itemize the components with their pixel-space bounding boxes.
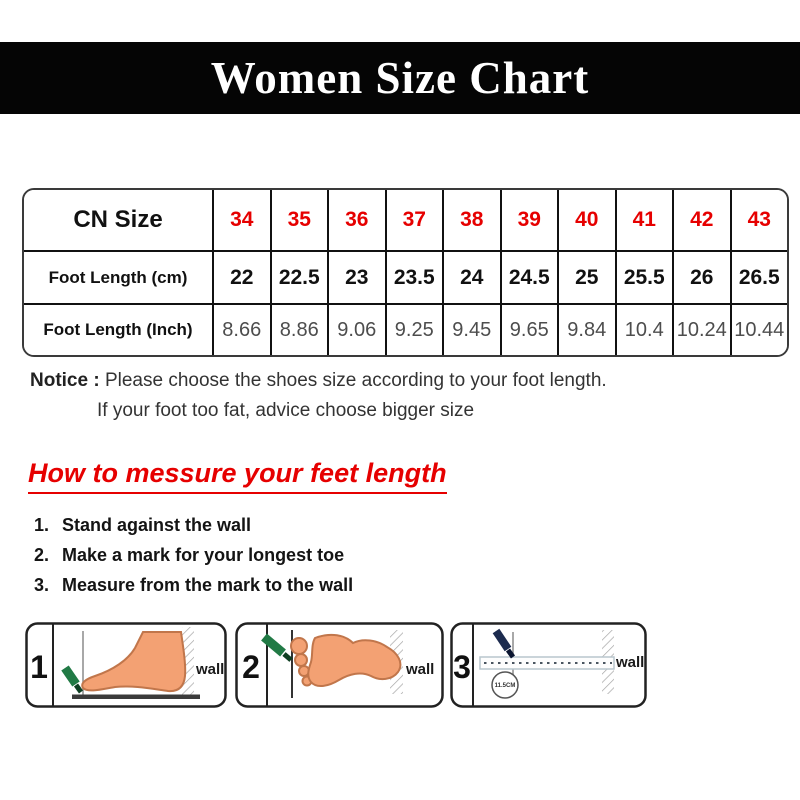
measurement-circle [491,671,519,699]
measurement-value: 11.5CM [495,683,516,689]
table-row-foot-length-inch: Foot Length (Inch) 8.66 8.86 9.06 9.25 9… [24,303,787,355]
cn-size-value: 37 [384,190,444,252]
guide-heading: How to messure your feet length [28,458,447,494]
foot-length-inch-value: 10.44 [729,303,787,355]
cn-size-value: 41 [614,190,674,252]
panel-number: 2 [242,649,260,685]
floor-bar [72,694,200,699]
title-banner: Women Size Chart [0,42,800,114]
cn-size-value: 34 [212,190,272,252]
pencil-tip-icon [73,683,84,694]
foot-length-inch-value: 9.25 [384,303,444,355]
panel-step2-illustration: 2 wall [235,622,444,708]
cn-size-value: 38 [442,190,502,252]
pencil-tip-icon [505,648,516,659]
foot-length-inch-value: 9.84 [557,303,617,355]
foot-length-inch-value: 9.06 [327,303,387,355]
pencil-icon [492,628,512,652]
step-number: 2. [34,544,50,565]
foot-length-inch-value: 9.65 [499,303,559,355]
row-label-foot-length-cm: Foot Length (cm) [24,249,214,306]
row-label-cn-size: CN Size [24,190,214,252]
cn-size-value: 40 [557,190,617,252]
foot-length-cm-value: 25 [557,249,617,306]
row-label-foot-length-inch: Foot Length (Inch) [24,303,214,355]
size-chart-table: CN Size 34 35 36 37 38 39 40 41 42 43 Fo… [22,188,789,357]
panel-number: 3 [453,649,471,685]
step-number: 3. [34,574,50,595]
measuring-illustrations: 1 wall 2 [25,622,647,708]
foot-length-inch-value: 10.24 [672,303,732,355]
foot-length-inch-value: 10.4 [614,303,674,355]
foot-length-cm-value: 23 [327,249,387,306]
cn-size-value: 35 [269,190,329,252]
step-text: Make a mark for your longest toe [62,544,345,565]
foot-length-cm-value: 26 [672,249,732,306]
foot-length-cm-value: 26.5 [729,249,787,306]
table-row-foot-length-cm: Foot Length (cm) 22 22.5 23 23.5 24 24.5… [24,249,787,306]
wall-label: wall [405,661,434,678]
notice-block: Notice : Please choose the shoes size ac… [30,366,607,426]
foot-length-cm-value: 23.5 [384,249,444,306]
foot-length-inch-value: 9.45 [442,303,502,355]
foot-length-cm-value: 25.5 [614,249,674,306]
foot-length-inch-value: 8.86 [269,303,329,355]
foot-length-cm-value: 22 [212,249,272,306]
step-item: 2. Make a mark for your longest toe [34,540,353,570]
pencil-icon [61,665,80,687]
table-row-cn-size: CN Size 34 35 36 37 38 39 40 41 42 43 [24,190,787,252]
step-text: Stand against the wall [62,514,252,535]
cn-size-value: 39 [499,190,559,252]
step-item: 3. Measure from the mark to the wall [34,570,353,600]
wall-label: wall [195,661,224,678]
notice-text: Please choose the shoes size according t… [104,370,607,391]
step-number: 1. [34,514,50,535]
pencil-tip-icon [282,652,293,662]
notice-label: Notice : [30,370,100,391]
cn-size-value: 43 [729,190,787,252]
cn-size-value: 42 [672,190,732,252]
foot-length-cm-value: 24 [442,249,502,306]
foot-length-cm-value: 24.5 [499,249,559,306]
panel-gap [227,622,235,708]
wall-label: wall [615,654,644,671]
panel-number: 1 [30,649,48,685]
cn-size-value: 36 [327,190,387,252]
notice-line1: Notice : Please choose the shoes size ac… [30,366,607,396]
step-item: 1. Stand against the wall [34,510,353,540]
foot-side-view [81,631,187,693]
foot-length-inch-value: 8.66 [212,303,272,355]
guide-steps: 1. Stand against the wall 2. Make a mark… [34,510,353,600]
pencil-icon [261,633,286,657]
foot-length-cm-value: 22.5 [269,249,329,306]
panel-step3-illustration: 3 11.5CM wall [450,622,647,708]
step-text: Measure from the mark to the wall [62,574,354,595]
notice-line2: If your foot too fat, advice choose bigg… [97,400,475,421]
footprint-top-view [290,633,402,688]
page-title: Women Size Chart [210,53,590,103]
panel-step1-illustration: 1 wall [25,622,227,708]
